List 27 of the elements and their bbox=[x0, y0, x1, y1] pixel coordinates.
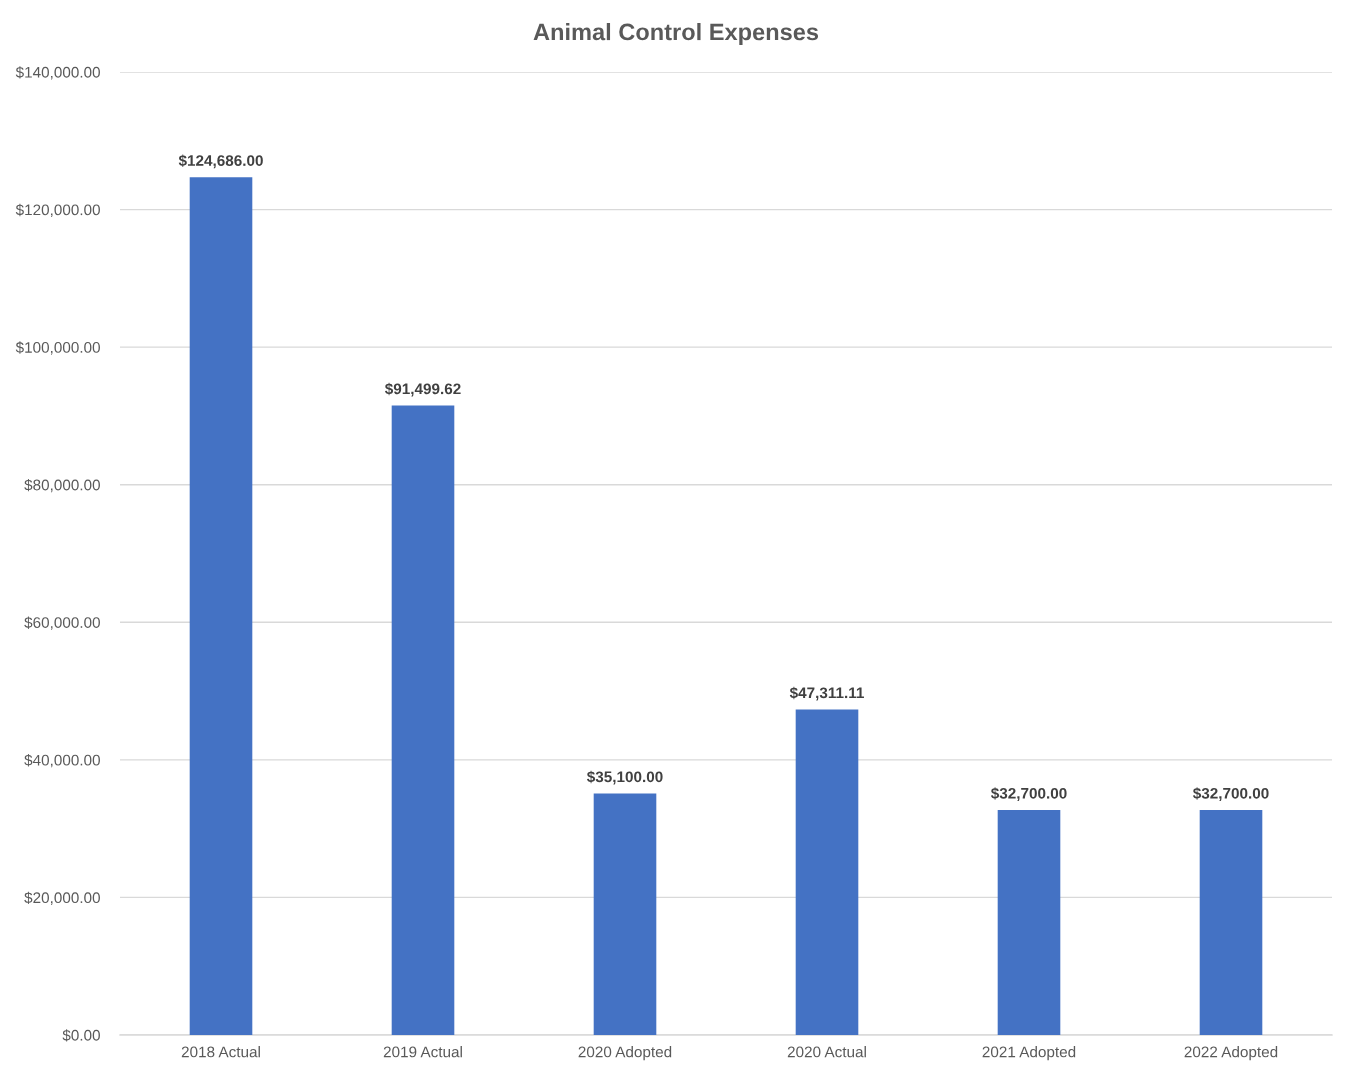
data-label: $91,499.62 bbox=[384, 382, 461, 397]
bar bbox=[1199, 810, 1263, 1035]
bar bbox=[189, 177, 253, 1035]
x-tick-label: 2021 Adopted bbox=[982, 1046, 1076, 1061]
y-tick-label: $100,000.00 bbox=[15, 341, 100, 355]
bar bbox=[997, 810, 1061, 1035]
bar bbox=[593, 793, 657, 1035]
y-tick-label: $140,000.00 bbox=[15, 66, 100, 80]
data-label: $124,686.00 bbox=[178, 154, 263, 169]
x-tick-label: 2018 Actual bbox=[181, 1046, 260, 1058]
x-tick-label: 2019 Actual bbox=[383, 1046, 462, 1058]
y-tick-label: $0.00 bbox=[62, 1029, 100, 1042]
data-label: $32,700.00 bbox=[990, 787, 1067, 801]
y-tick-label: $120,000.00 bbox=[15, 203, 100, 218]
y-tick-label: $20,000.00 bbox=[24, 891, 100, 905]
x-tick-label: 2020 Adopted bbox=[578, 1046, 672, 1061]
bar bbox=[391, 405, 455, 1035]
y-tick-label: $80,000.00 bbox=[24, 478, 100, 493]
y-tick-label: $40,000.00 bbox=[24, 754, 100, 768]
data-label: $35,100.00 bbox=[586, 770, 663, 785]
x-tick-label: 2020 Actual bbox=[787, 1046, 866, 1058]
y-tick-label: $60,000.00 bbox=[24, 616, 100, 630]
x-tick-label: 2022 Adopted bbox=[1184, 1046, 1278, 1061]
chart-title: Animal Control Expenses bbox=[533, 23, 819, 46]
bar bbox=[795, 709, 859, 1035]
data-label: $47,311.11 bbox=[789, 686, 864, 701]
data-label: $32,700.00 bbox=[1192, 787, 1269, 801]
